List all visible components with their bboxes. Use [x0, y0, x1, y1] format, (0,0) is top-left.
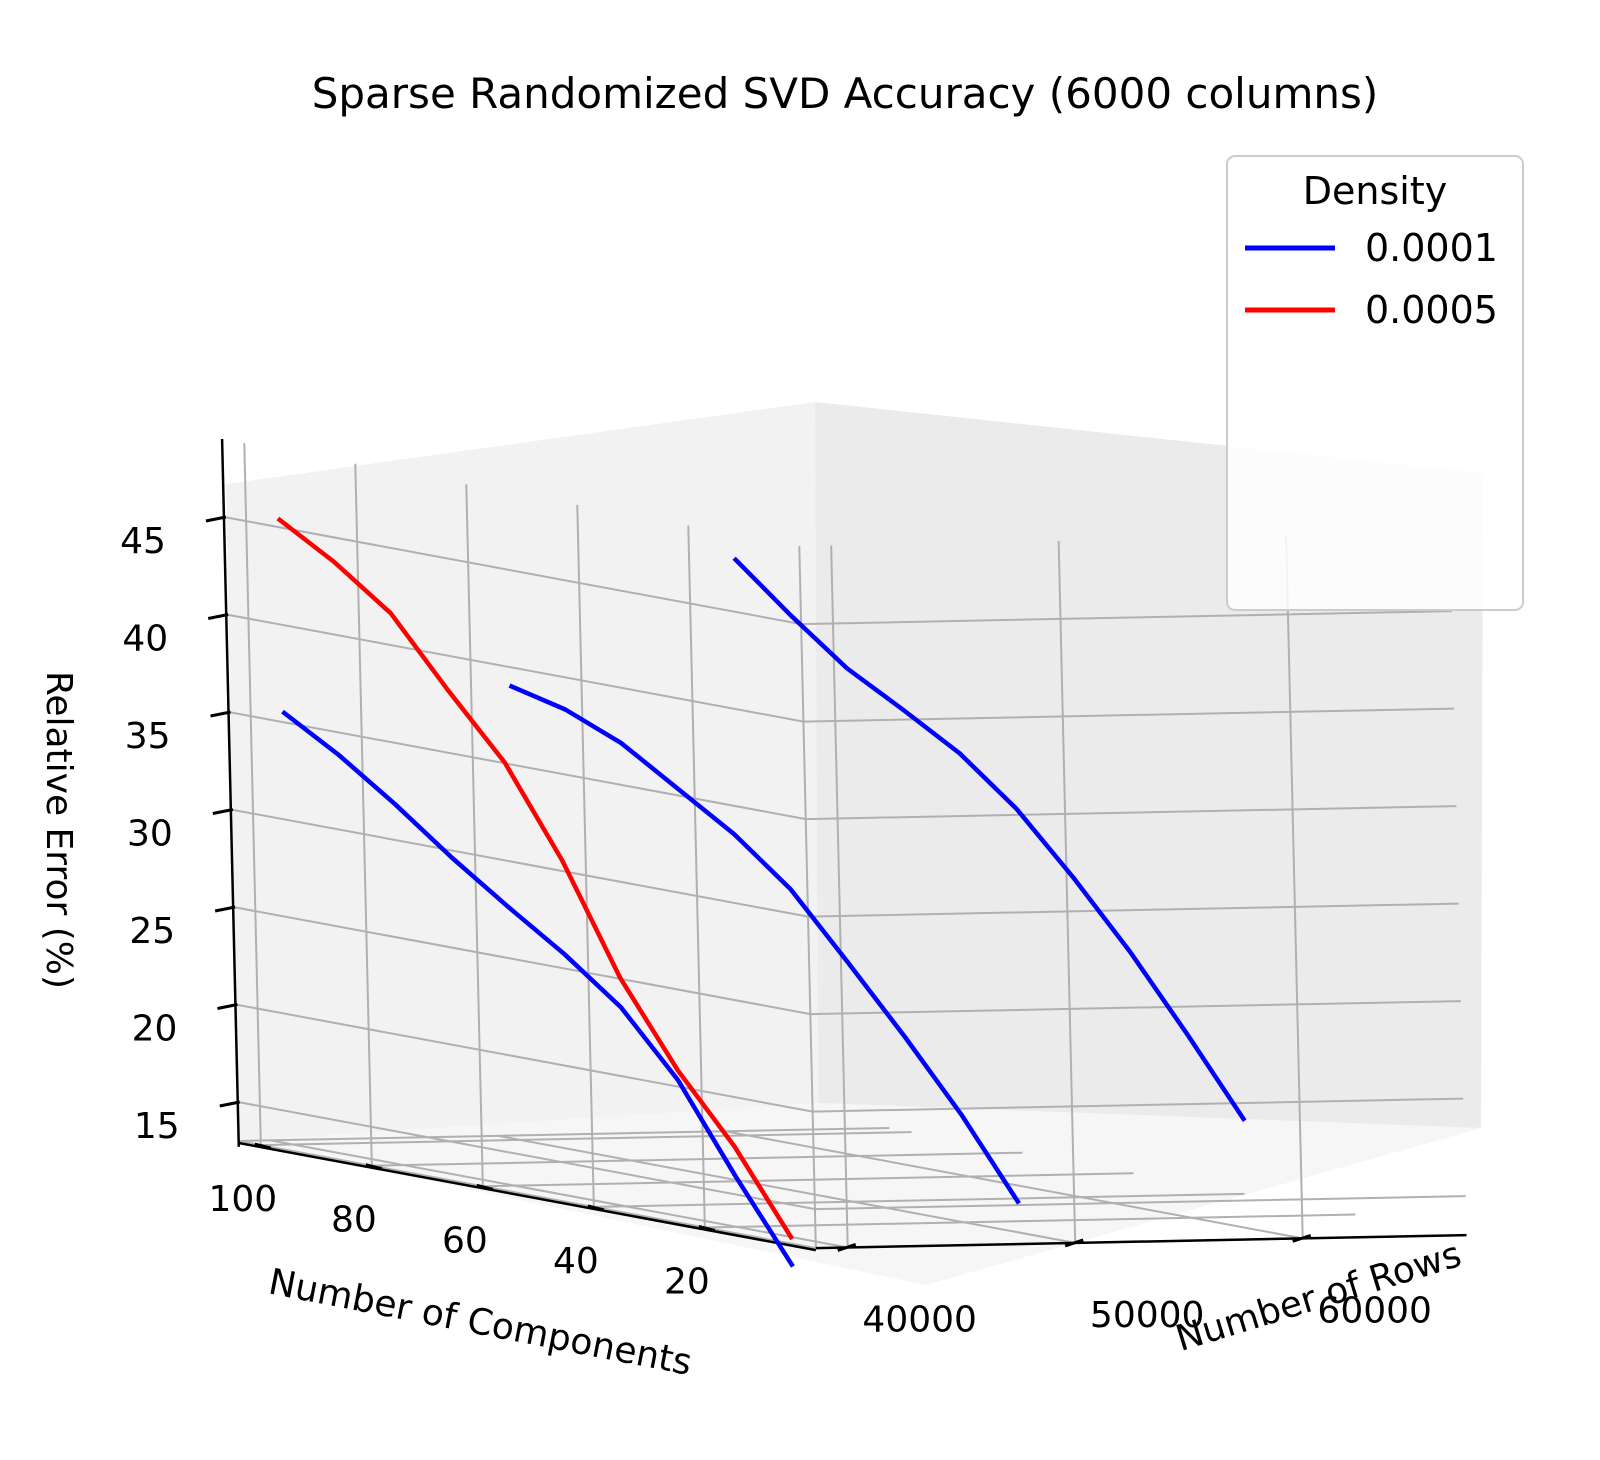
- z-tick-label: 20: [132, 1008, 178, 1049]
- legend-label: 0.0005: [1365, 288, 1498, 332]
- x-axis-line: [238, 1141, 817, 1252]
- gridline-x-floor: [593, 1192, 1245, 1208]
- pane-edge: [238, 1126, 890, 1142]
- x-tick-label: 80: [331, 1200, 377, 1241]
- gridline-x-wall: [687, 525, 706, 1228]
- z-tick-label: 45: [120, 521, 166, 562]
- x-tick-label: 20: [664, 1262, 710, 1303]
- tick-labels: 20 40 60 80 100 40000 50000 60000 15 20 25 30 35 40 45: [120, 521, 1432, 1340]
- z-tick-mark: [205, 515, 227, 523]
- legend-box: [1226, 155, 1524, 611]
- z-tick-mark: [210, 710, 231, 718]
- gridline-x-wall: [576, 504, 595, 1207]
- series-line-0_0001-rows-50000: [508, 683, 1021, 1205]
- z-tick-label: 15: [134, 1106, 180, 1147]
- x-axis-label: Number of Components: [265, 1262, 695, 1384]
- y-tick-mark: [1292, 1233, 1312, 1243]
- back-pane-left: [226, 402, 818, 1141]
- x-tick-label: 40: [553, 1241, 599, 1282]
- x-tick-mark: [365, 1163, 383, 1171]
- z-tick-label: 40: [122, 618, 168, 659]
- series-lines: [276, 516, 1247, 1268]
- z-tick-mark: [207, 613, 229, 620]
- z-axis-label: Relative Error (%): [38, 671, 79, 989]
- x-tick-mark: [254, 1142, 272, 1150]
- series-line-0_0005-rows-40000: [276, 516, 795, 1241]
- y-tick-label: 40000: [862, 1299, 977, 1340]
- legend-title: Density: [1303, 169, 1447, 213]
- y-axis-line: [815, 1233, 1467, 1250]
- pane-edge: [798, 546, 817, 1249]
- series-line-0_0001-rows-40000: [281, 709, 795, 1268]
- x-tick-mark: [698, 1225, 716, 1232]
- x-tick-mark: [476, 1183, 494, 1191]
- gridline-x-wall: [243, 443, 262, 1146]
- legend-items: 0.0001 0.0005: [1245, 226, 1498, 332]
- gridline-x-floor: [260, 1131, 912, 1147]
- z-tick-mark: [219, 1100, 241, 1108]
- z-tick-mark: [214, 905, 236, 913]
- gridline-y-wall: [1285, 536, 1304, 1239]
- pane-edge: [238, 1140, 817, 1250]
- y-tick-mark: [837, 1243, 857, 1252]
- y-tick-mark: [1064, 1238, 1084, 1248]
- gridline-x-wall: [465, 484, 484, 1187]
- gridline-x-floor: [482, 1172, 1134, 1188]
- gridline-y-floor: [270, 1139, 848, 1249]
- gridline-x-floor: [371, 1151, 1023, 1167]
- y-tick-label: 60000: [1317, 1290, 1432, 1331]
- gridline-y-wall: [1057, 540, 1077, 1243]
- gridline-y-wall: [830, 545, 849, 1248]
- z-axis-line: [220, 438, 241, 1147]
- legend-label: 0.0001: [1365, 226, 1498, 270]
- floor-pane: [238, 1103, 1481, 1285]
- z-tick-label: 30: [127, 813, 173, 854]
- gridline-y-floor: [497, 1134, 1076, 1244]
- y-tick-label: 50000: [1090, 1295, 1205, 1336]
- z-tick-mark: [212, 808, 234, 815]
- axes: [205, 438, 1467, 1252]
- series-line-0_0001-rows-60000: [732, 556, 1247, 1123]
- chart-title: Sparse Randomized SVD Accuracy (6000 col…: [312, 69, 1379, 118]
- z-tick-mark: [217, 1003, 238, 1010]
- legend: Density 0.0001 0.0005: [1226, 155, 1524, 611]
- z-tick-label: 25: [129, 911, 175, 952]
- gridline-x-floor: [704, 1213, 1356, 1229]
- gridline-y-floor: [725, 1130, 1303, 1240]
- x-tick-mark: [587, 1204, 605, 1212]
- z-tick-label: 35: [125, 716, 171, 757]
- x-tick-label: 100: [208, 1179, 277, 1220]
- x-tick-label: 60: [442, 1220, 488, 1261]
